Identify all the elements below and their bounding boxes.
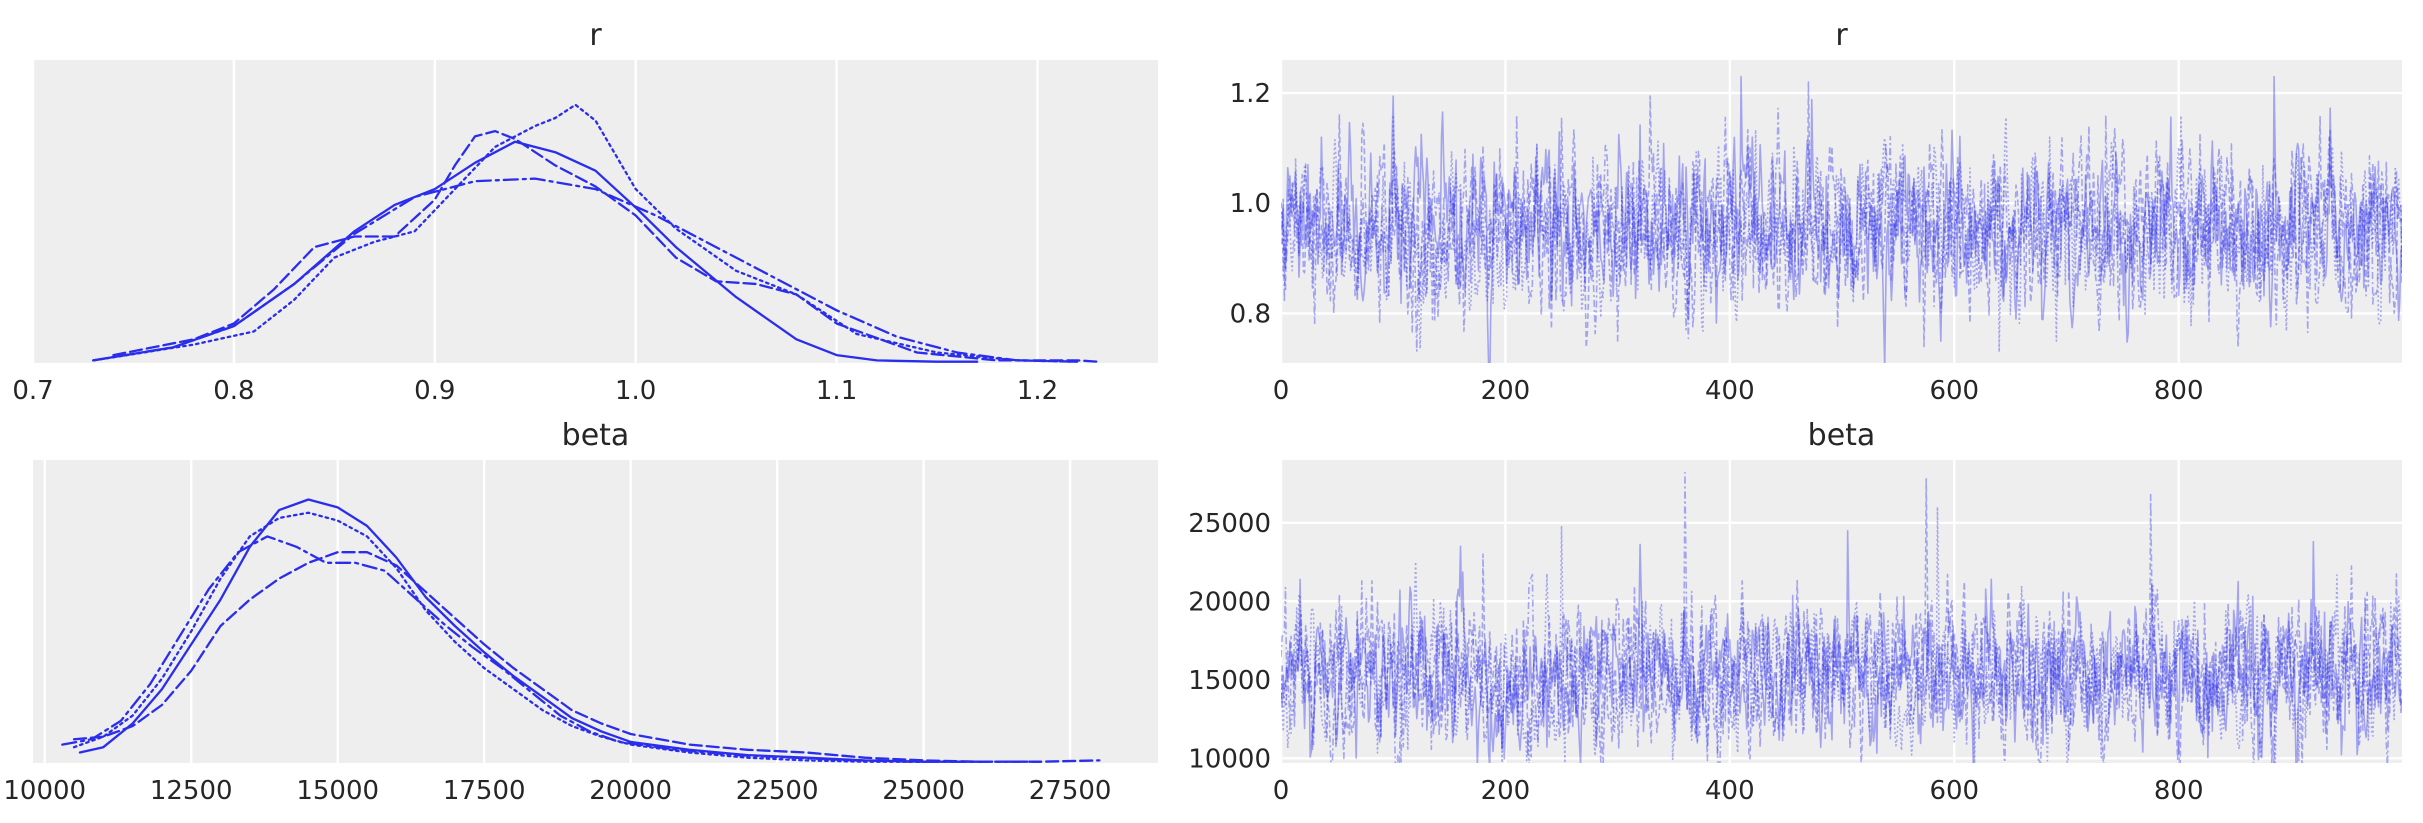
x-tick-label: 400 — [1705, 776, 1755, 806]
x-tick-label: 0.8 — [213, 376, 254, 406]
x-tick-label: 800 — [2154, 776, 2204, 806]
y-tick-label: 10000 — [1188, 744, 1271, 774]
x-tick-label: 20000 — [589, 776, 672, 806]
x-tick-label: 17500 — [443, 776, 526, 806]
panel-title: r — [1835, 18, 1848, 53]
x-tick-label: 1.0 — [615, 376, 656, 406]
trace-line-chain-2-dashed — [1281, 478, 2402, 763]
panel-title: r — [589, 18, 602, 53]
x-tick-label: 0.7 — [12, 376, 53, 406]
kde-line-chain-3-dotted — [92, 103, 1079, 363]
panel-background — [33, 60, 1158, 363]
y-tick-label: 15000 — [1188, 666, 1271, 696]
y-tick-label: 25000 — [1188, 509, 1271, 539]
x-tick-label: 12500 — [150, 776, 233, 806]
x-tick-label: 0 — [1273, 776, 1290, 806]
panel-3-kde-beta: 10000 12500 15000 17500 20000 22500 25000 27500… — [3, 418, 1158, 806]
panel-1-kde-r: 0.7 0.8 0.9 1.0 1.1 1.2 r — [12, 18, 1158, 406]
kde-line-chain-2-dashed — [72, 551, 1101, 763]
data-layer — [92, 103, 1099, 363]
panel-background — [1281, 460, 2402, 763]
data-layer — [61, 498, 1101, 763]
data-layer — [1281, 471, 2402, 763]
x-tick-label: 27500 — [1029, 776, 1112, 806]
trace-line-chain-4-dashdot — [1281, 107, 2402, 352]
y-tick-label: 0.8 — [1230, 299, 1271, 329]
panel-title: beta — [1808, 418, 1876, 453]
kde-line-chain-4-dashdot — [92, 177, 1079, 363]
trace-line-chain-2-dashed — [1281, 81, 2402, 349]
x-tick-label: 600 — [1929, 376, 1979, 406]
x-tick-label: 25000 — [882, 776, 965, 806]
panel-4-trace-beta: 0 200 400 600 800 10000 15000 20000 25000 beta — [1188, 418, 2402, 806]
x-tick-label: 400 — [1705, 376, 1755, 406]
x-tick-label: 22500 — [736, 776, 819, 806]
trace-line-chain-4-dashdot — [1281, 471, 2402, 763]
panel-title: beta — [562, 418, 630, 453]
x-tick-label: 600 — [1929, 776, 1979, 806]
data-layer — [1281, 75, 2402, 363]
x-tick-label: 200 — [1481, 776, 1531, 806]
x-tick-label: 200 — [1481, 376, 1531, 406]
x-tick-label: 800 — [2154, 376, 2204, 406]
panel-2-trace-r: 0 200 400 600 800 0.8 1.0 1.2 r — [1230, 18, 2402, 406]
kde-line-chain-4-dashdot — [61, 535, 1042, 763]
x-tick-label: 1.1 — [816, 376, 857, 406]
kde-line-chain-3-dotted — [72, 511, 925, 763]
y-tick-label: 1.2 — [1230, 79, 1271, 109]
x-tick-label: 15000 — [296, 776, 379, 806]
x-tick-label: 1.2 — [1017, 376, 1058, 406]
y-tick-label: 1.0 — [1230, 189, 1271, 219]
x-tick-label: 0.9 — [414, 376, 455, 406]
trace-line-chain-1-solid — [1281, 529, 2402, 763]
panel-background — [33, 460, 1158, 763]
x-tick-label: 10000 — [3, 776, 86, 806]
trace-line-chain-3-dotted — [1281, 114, 2402, 353]
kde-line-chain-2-dashed — [112, 129, 1099, 363]
trace-line-chain-1-solid — [1281, 75, 2402, 363]
y-tick-label: 20000 — [1188, 587, 1271, 617]
x-tick-label: 0 — [1273, 376, 1290, 406]
